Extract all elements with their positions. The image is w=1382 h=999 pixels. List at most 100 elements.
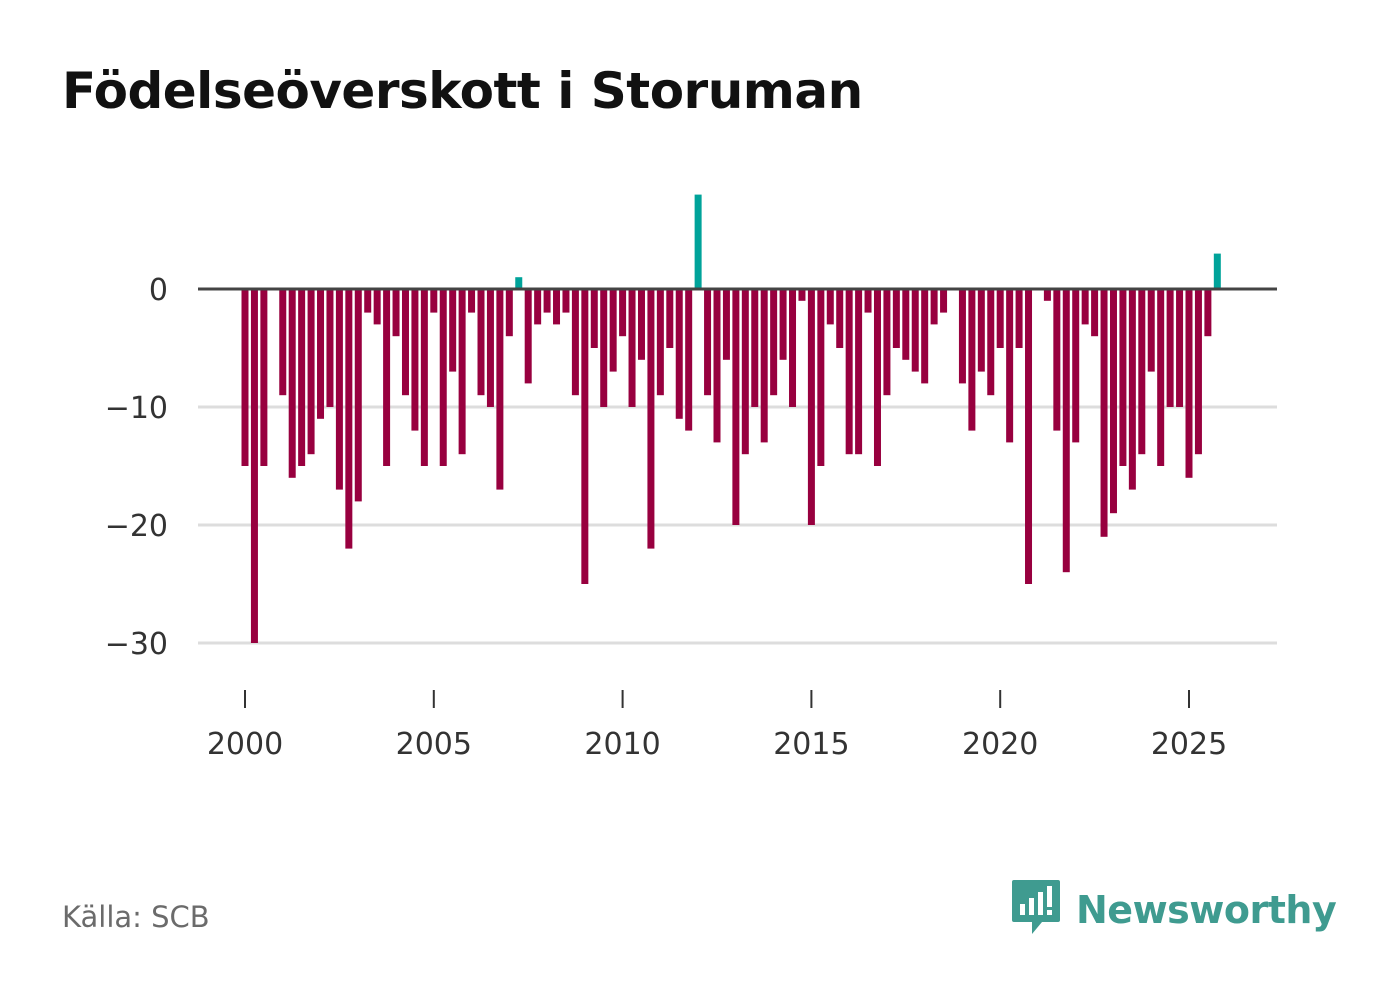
bar <box>600 289 608 407</box>
bar <box>1043 289 1051 301</box>
bar <box>892 289 900 348</box>
bar <box>373 289 381 325</box>
bar <box>628 289 636 407</box>
source-label: Källa: SCB <box>62 900 210 934</box>
bar <box>468 289 476 313</box>
bar <box>666 289 674 348</box>
bar <box>1138 289 1146 455</box>
bar <box>1147 289 1155 372</box>
bar <box>911 289 919 372</box>
bar <box>836 289 844 348</box>
bar <box>335 289 343 490</box>
bar <box>751 289 759 407</box>
bar <box>1119 289 1127 466</box>
x-tick-label: 2015 <box>773 727 849 762</box>
bar <box>298 289 306 466</box>
bar <box>534 289 542 325</box>
bar <box>383 289 391 466</box>
bar <box>543 289 551 313</box>
bar <box>817 289 825 466</box>
bar <box>921 289 929 384</box>
bar <box>647 289 655 549</box>
bar <box>279 289 287 396</box>
bar <box>1176 289 1184 407</box>
bar <box>449 289 457 372</box>
x-tick-label: 2010 <box>584 727 660 762</box>
x-tick-label: 2025 <box>1151 727 1227 762</box>
bar <box>958 289 966 384</box>
bar <box>675 289 683 419</box>
bar <box>439 289 447 466</box>
bar <box>524 289 532 384</box>
bar <box>326 289 334 407</box>
brand-logo[interactable]: Newsworthy <box>1010 878 1337 942</box>
bar <box>873 289 881 466</box>
bar <box>401 289 409 396</box>
bar <box>826 289 834 325</box>
bar <box>1213 253 1221 289</box>
chart-title: Födelseöverskott i Storuman <box>62 62 863 120</box>
y-tick-label: 0 <box>149 273 168 308</box>
bar <box>1025 289 1033 584</box>
bar <box>345 289 353 549</box>
bar <box>411 289 419 431</box>
bar <box>364 289 372 313</box>
bar <box>496 289 504 490</box>
bar <box>760 289 768 443</box>
bar <box>1128 289 1136 490</box>
bar <box>940 289 948 313</box>
bar <box>883 289 891 396</box>
bar <box>704 289 712 396</box>
bar <box>1015 289 1023 348</box>
x-axis: 2000 2005 2010 2015 2020 2025 <box>207 690 1227 762</box>
bar <box>770 289 778 396</box>
bar <box>1072 289 1080 443</box>
bar <box>1157 289 1165 466</box>
bar <box>977 289 985 372</box>
x-tick-label: 2020 <box>962 727 1038 762</box>
bar <box>902 289 910 360</box>
bar <box>637 289 645 360</box>
bar <box>1194 289 1202 455</box>
bar <box>1204 289 1212 337</box>
bar <box>713 289 721 443</box>
x-tick-label: 2005 <box>396 727 472 762</box>
bar <box>1062 289 1070 573</box>
bar <box>864 289 872 313</box>
bar <box>807 289 815 525</box>
bar <box>317 289 325 419</box>
bar <box>486 289 494 407</box>
bar <box>571 289 579 396</box>
bar <box>1185 289 1193 478</box>
bar <box>1053 289 1061 431</box>
x-tick-label: 2000 <box>207 727 283 762</box>
y-tick-label: −20 <box>105 509 168 544</box>
bar <box>694 194 702 289</box>
bar <box>430 289 438 313</box>
newsworthy-logo-icon <box>1010 878 1062 942</box>
bar <box>619 289 627 337</box>
bar <box>609 289 617 372</box>
bar <box>1100 289 1108 537</box>
bar <box>420 289 428 466</box>
bar <box>241 289 249 466</box>
bar <box>968 289 976 431</box>
bar <box>307 289 315 455</box>
bar <box>562 289 570 313</box>
y-axis: 0 −10 −20 −30 <box>105 273 168 662</box>
bar <box>798 289 806 301</box>
bar <box>722 289 730 360</box>
bar <box>392 289 400 337</box>
bar <box>505 289 513 337</box>
bar <box>789 289 797 407</box>
bar <box>845 289 853 455</box>
bar <box>1109 289 1117 514</box>
bar <box>260 289 268 466</box>
bar <box>779 289 787 360</box>
bar <box>354 289 362 502</box>
bar <box>855 289 863 455</box>
bar <box>1166 289 1174 407</box>
bar <box>477 289 485 396</box>
bar <box>996 289 1004 348</box>
bar <box>732 289 740 525</box>
